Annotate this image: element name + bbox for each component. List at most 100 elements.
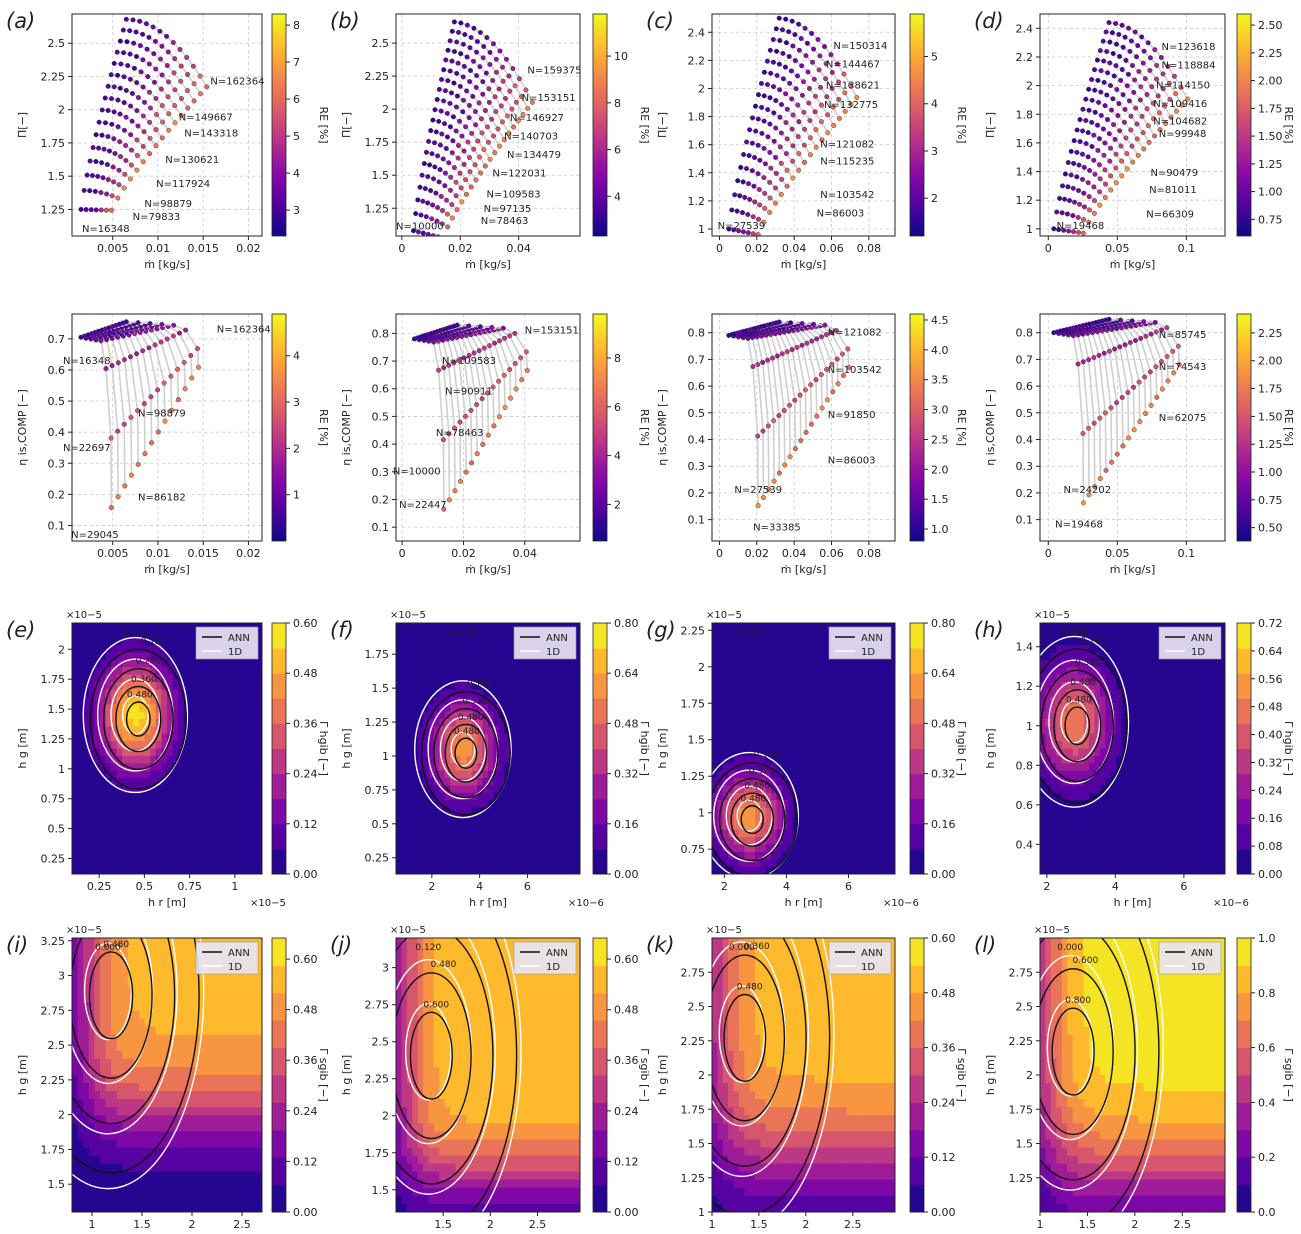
heatmap-cell [498, 733, 505, 742]
heatmap-cell [760, 623, 767, 631]
colorbar-gradient [593, 14, 607, 236]
heatmap-cell [155, 645, 163, 654]
heatmap-cell [211, 733, 218, 742]
heatmap-cell [471, 718, 478, 727]
heatmap-cell [776, 652, 783, 661]
heatmap-cell [133, 814, 140, 823]
heatmap-cell [504, 792, 511, 801]
heatmap-cell [787, 696, 794, 705]
data-point [1128, 38, 1134, 44]
heatmap-cell [116, 778, 123, 787]
heatmap-cell [547, 763, 554, 772]
heatmap-cell [428, 748, 435, 757]
speedline-label: N=109583 [487, 190, 541, 201]
heatmap-cell [428, 623, 435, 631]
heatmap-cell [234, 711, 241, 720]
heatmap-cell [733, 755, 740, 764]
data-point [474, 451, 480, 457]
heatmap-cell [498, 696, 505, 705]
heatmap-cell [94, 785, 101, 794]
heatmap-cell [466, 689, 473, 698]
heatmap-cell [133, 837, 140, 846]
heatmap-cell [256, 770, 262, 779]
heatmap-cell [250, 829, 258, 838]
heatmap-cell [558, 711, 565, 720]
heatmap-cell [194, 711, 202, 720]
heatmap-cell [250, 792, 258, 801]
heatmap-cell [127, 807, 135, 816]
heatmap-cell [728, 807, 735, 816]
heatmap-cell [172, 800, 179, 809]
data-point [761, 69, 767, 75]
heatmap-cell [245, 822, 252, 831]
heatmap-cell [122, 711, 129, 720]
heatmap-cell [444, 755, 451, 764]
data-point [760, 495, 766, 501]
data-point [516, 76, 522, 82]
data-point [477, 64, 483, 70]
data-point [786, 29, 792, 35]
data-point [440, 437, 446, 443]
heatmap-cell [531, 792, 538, 801]
heatmap-cell [77, 637, 84, 646]
heatmap-cell [228, 859, 235, 868]
data-point [1163, 120, 1169, 126]
heatmap-cell [417, 866, 424, 874]
contour-label: 0.480 [454, 727, 480, 737]
data-point [790, 43, 796, 49]
heatmap-cell [211, 814, 218, 823]
heatmap-cell [161, 689, 168, 698]
y-tick-label: 0.6 [48, 364, 66, 377]
colorbar-band [272, 823, 286, 850]
heatmap-cell [172, 859, 179, 868]
heatmap-cell [250, 674, 258, 683]
heatmap-cell [569, 741, 576, 750]
data-point [114, 49, 120, 55]
heatmap-cell [99, 733, 107, 742]
data-point [1135, 152, 1141, 158]
heatmap-cell [194, 755, 202, 764]
heatmap-cell [488, 822, 495, 831]
heatmap-cell [439, 859, 446, 868]
heatmap-cell [401, 866, 408, 874]
data-point [819, 405, 825, 411]
heatmap-cell [574, 822, 580, 831]
heatmap-cell [217, 755, 224, 764]
heatmap-cell [792, 741, 799, 750]
heatmap-cell [127, 822, 135, 831]
heatmap-cell [733, 770, 740, 779]
heatmap-cell [477, 859, 484, 868]
heatmap-cell [509, 645, 516, 654]
colorbar-tick-label: 0.80 [614, 617, 639, 630]
heatmap-cell [444, 630, 451, 639]
heatmap-cell [525, 844, 532, 853]
heatmap-cell [433, 829, 440, 838]
data-point [1132, 77, 1138, 83]
heatmap-cell [200, 696, 207, 705]
heatmap-cell [542, 866, 549, 874]
heatmap-cell [733, 623, 740, 631]
heatmap-cell [569, 837, 576, 846]
heatmap-cell [536, 726, 543, 735]
heatmap-cell [525, 851, 532, 860]
heatmap-cell [77, 755, 84, 764]
data-point [1059, 210, 1065, 216]
heatmap-cell [504, 623, 511, 631]
heatmap-cell [792, 866, 799, 874]
heatmap-cell [189, 792, 196, 801]
data-point [1097, 476, 1103, 482]
heatmap-cell [122, 637, 129, 646]
heatmap-cell [133, 637, 140, 646]
heatmap-cell [460, 837, 467, 846]
heatmap-cell [563, 667, 570, 676]
y-tick-label: 1 [382, 750, 389, 763]
heatmap-cell [122, 623, 129, 631]
heatmap-cell [471, 652, 478, 661]
speedline [1085, 98, 1145, 150]
colorbar-frame [1236, 313, 1252, 542]
heatmap-cell [712, 645, 718, 654]
heatmap-cell [167, 741, 174, 750]
heatmap-cell [787, 726, 794, 735]
data-layer [78, 16, 210, 213]
heatmap-cell [803, 851, 810, 860]
